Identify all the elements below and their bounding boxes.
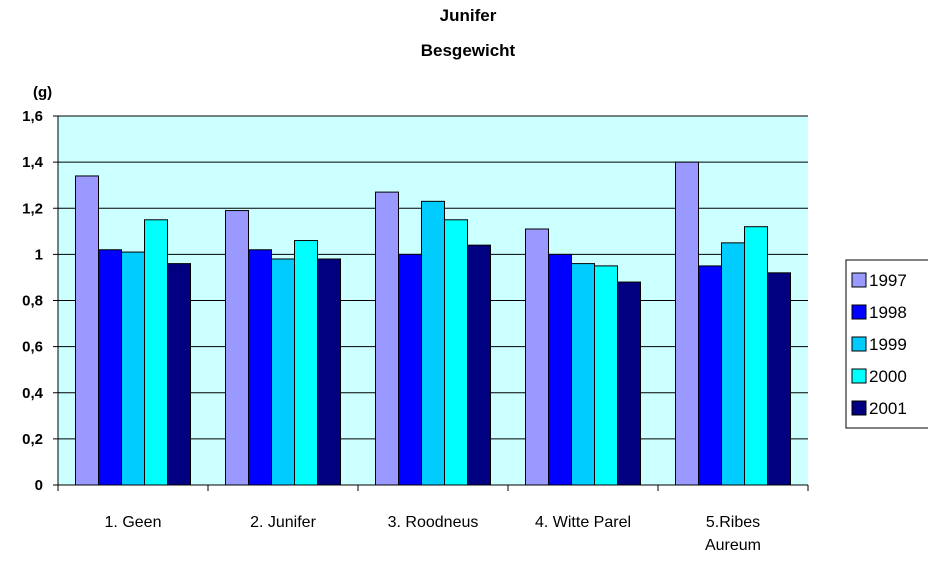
chart-title: Junifer bbox=[440, 6, 497, 25]
legend-swatch-2000 bbox=[851, 368, 867, 384]
x-tick-label: Aureum bbox=[705, 537, 761, 554]
y-tick-label: 1,4 bbox=[22, 154, 44, 171]
bar-2000 bbox=[594, 265, 618, 486]
bar-2000 bbox=[144, 219, 168, 486]
bar-2001 bbox=[467, 244, 491, 486]
legend-label-1999: 1999 bbox=[869, 335, 907, 354]
bar-2000 bbox=[444, 219, 468, 486]
plot-area: 0 0,2 0,4 0,6 0,8 1 1,2 1,4 1,6 1. Geen 2. Junifer… bbox=[22, 108, 809, 554]
bar-1998 bbox=[98, 249, 122, 486]
bar-1999 bbox=[271, 258, 295, 486]
bar-1997 bbox=[675, 161, 699, 486]
y-axis-label: (g) bbox=[33, 84, 52, 101]
bar-1998 bbox=[398, 253, 422, 486]
bar-1997 bbox=[225, 210, 249, 486]
bar-1999 bbox=[121, 251, 145, 486]
bar-1997 bbox=[375, 191, 399, 486]
bar-2001 bbox=[767, 272, 791, 486]
legend-label-2001: 2001 bbox=[869, 399, 907, 418]
bar-1997 bbox=[75, 175, 99, 486]
x-tick-label: 5.Ribes bbox=[706, 514, 760, 531]
bar-2000 bbox=[744, 226, 768, 486]
y-tick-label: 0,4 bbox=[22, 385, 44, 402]
x-tick-label: 2. Junifer bbox=[250, 514, 316, 531]
bar-1998 bbox=[548, 253, 572, 486]
y-tick-label: 0,6 bbox=[22, 339, 43, 356]
bar-2001 bbox=[317, 258, 341, 486]
x-tick-label: 4. Witte Parel bbox=[535, 514, 631, 531]
y-tick-label: 1 bbox=[35, 246, 43, 263]
bar-2000 bbox=[294, 240, 318, 486]
bar-1998 bbox=[698, 265, 722, 486]
legend-swatch-1999 bbox=[851, 336, 867, 352]
bar-2001 bbox=[167, 263, 191, 486]
bar-1998 bbox=[248, 249, 272, 486]
legend-label-2000: 2000 bbox=[869, 367, 907, 386]
bar-1997 bbox=[525, 228, 549, 486]
bar-1999 bbox=[421, 200, 445, 486]
y-tick-label: 1,2 bbox=[22, 200, 43, 217]
legend-label-1997: 1997 bbox=[869, 271, 907, 290]
legend-swatch-1998 bbox=[851, 304, 867, 320]
x-tick-label: 3. Roodneus bbox=[388, 514, 479, 531]
y-tick-label: 0,8 bbox=[22, 293, 43, 310]
bar-1999 bbox=[571, 263, 595, 486]
y-tick-label: 0,2 bbox=[22, 431, 43, 448]
legend-swatch-2001 bbox=[851, 400, 867, 416]
y-tick-label: 0 bbox=[35, 477, 43, 494]
bar-2001 bbox=[617, 281, 641, 486]
legend-label-1998: 1998 bbox=[869, 303, 907, 322]
bar-1999 bbox=[721, 242, 745, 486]
x-tick-label: 1. Geen bbox=[105, 514, 162, 531]
legend-swatch-1997 bbox=[851, 272, 867, 288]
y-tick-label: 1,6 bbox=[22, 108, 43, 125]
chart-subtitle: Besgewicht bbox=[421, 41, 516, 60]
legend: 1997 1998 1999 2000 2001 bbox=[845, 259, 928, 429]
